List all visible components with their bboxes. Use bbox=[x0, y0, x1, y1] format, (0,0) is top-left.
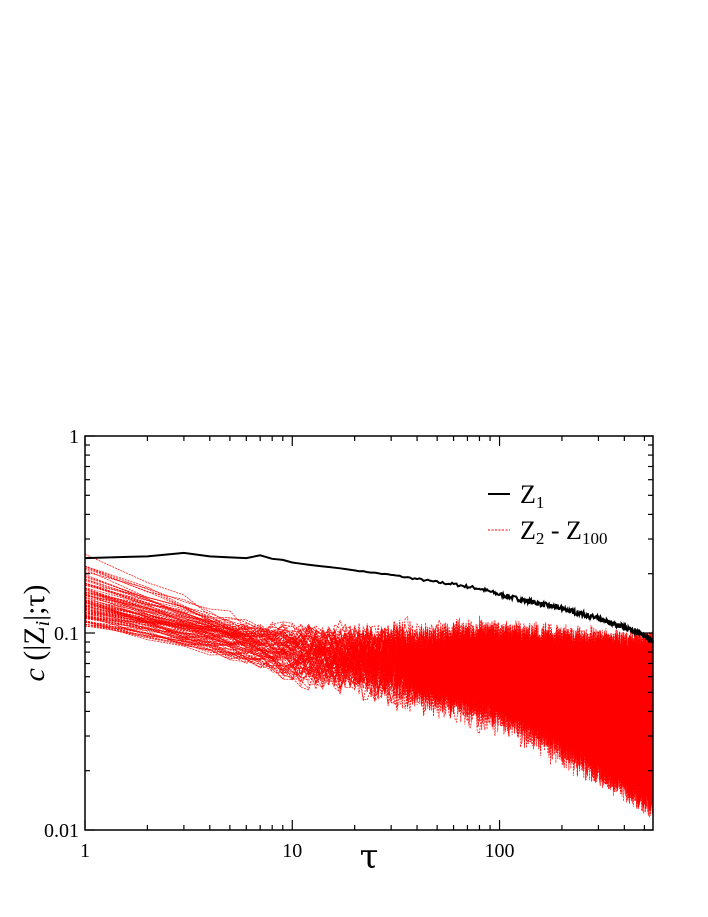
legend-z2-sub: 2 bbox=[536, 529, 545, 548]
x-tick-label: 1 bbox=[80, 840, 90, 862]
y-axis-label-prefix: c bbox=[18, 668, 51, 681]
series-z2-z100-line bbox=[84, 595, 654, 744]
y-tick-label: 0.01 bbox=[44, 820, 79, 842]
tick-labels: 1 10 100 0.01 0.1 1 bbox=[44, 426, 515, 862]
y-axis-label-open: (|Z bbox=[18, 626, 51, 668]
series-z1 bbox=[84, 551, 654, 646]
legend-z1-sub: 1 bbox=[536, 493, 545, 512]
y-tick-label: 1 bbox=[69, 426, 79, 448]
x-tick-label: 10 bbox=[282, 840, 302, 862]
x-tick-label: 100 bbox=[485, 840, 515, 862]
y-axis-label: c (|Zi|;τ) bbox=[18, 584, 54, 681]
x-axis-label: τ bbox=[360, 837, 379, 877]
y-axis-label-subscript: i bbox=[32, 621, 54, 627]
axis-ticks bbox=[84, 435, 653, 831]
legend-z100-text: - Z bbox=[544, 516, 582, 545]
legend-z2-text: Z bbox=[520, 516, 536, 545]
y-axis-label-close: |;τ) bbox=[18, 584, 51, 620]
series-z2-z100 bbox=[84, 553, 654, 818]
series-z2-z100-line bbox=[84, 618, 654, 781]
legend-entry-z1: Z1 bbox=[520, 480, 544, 512]
legend-entry-z2-z100: Z2 - Z100 bbox=[520, 516, 607, 548]
series-z1-line bbox=[84, 551, 654, 646]
legend-z100-sub: 100 bbox=[582, 529, 608, 548]
y-tick-label: 0.1 bbox=[54, 623, 79, 645]
legend: Z1 Z2 - Z100 bbox=[488, 480, 607, 548]
legend-z1-text: Z bbox=[520, 480, 536, 509]
